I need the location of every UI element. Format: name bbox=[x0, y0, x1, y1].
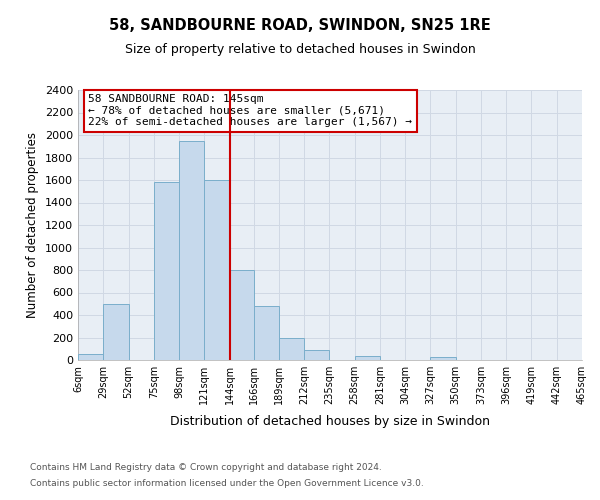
Text: 58, SANDBOURNE ROAD, SWINDON, SN25 1RE: 58, SANDBOURNE ROAD, SWINDON, SN25 1RE bbox=[109, 18, 491, 32]
Bar bbox=[78, 354, 103, 360]
Y-axis label: Number of detached properties: Number of detached properties bbox=[26, 132, 40, 318]
Bar bbox=[279, 338, 304, 360]
Bar bbox=[304, 350, 329, 360]
Text: Size of property relative to detached houses in Swindon: Size of property relative to detached ho… bbox=[125, 42, 475, 56]
Bar bbox=[355, 356, 380, 360]
Bar bbox=[204, 180, 230, 360]
Bar bbox=[430, 356, 456, 360]
Bar bbox=[230, 270, 254, 360]
X-axis label: Distribution of detached houses by size in Swindon: Distribution of detached houses by size … bbox=[170, 416, 490, 428]
Bar bbox=[103, 304, 128, 360]
Bar bbox=[154, 182, 179, 360]
Bar bbox=[254, 306, 279, 360]
Bar bbox=[179, 140, 204, 360]
Text: 58 SANDBOURNE ROAD: 145sqm
← 78% of detached houses are smaller (5,671)
22% of s: 58 SANDBOURNE ROAD: 145sqm ← 78% of deta… bbox=[88, 94, 412, 127]
Text: Contains public sector information licensed under the Open Government Licence v3: Contains public sector information licen… bbox=[30, 478, 424, 488]
Text: Contains HM Land Registry data © Crown copyright and database right 2024.: Contains HM Land Registry data © Crown c… bbox=[30, 464, 382, 472]
